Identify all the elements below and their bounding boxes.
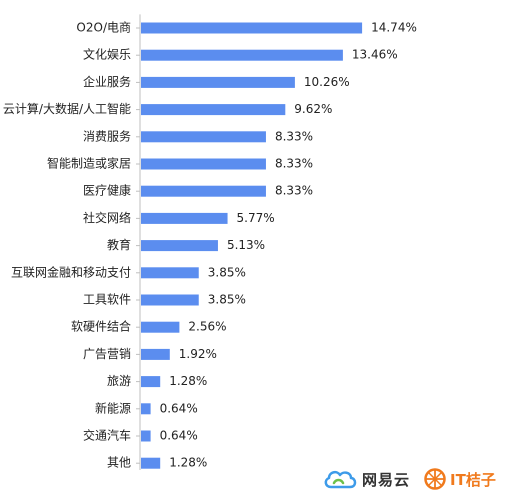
bar [141,76,295,88]
bar [141,49,343,61]
data-label: 2.56% [188,320,226,334]
category-label: 文化娱乐 [83,47,131,62]
bar [141,22,363,34]
category-label: 广告营销 [83,347,131,361]
netease-cloud-logo: 网易云 [322,468,410,490]
bar [141,430,151,442]
data-label: 0.64% [160,429,198,443]
category-label: 互联网金融和移动支付 [11,264,131,279]
data-label: 9.62% [294,102,332,116]
itjuzi-logo: IT桔子 [424,468,496,490]
orange-icon [424,468,446,490]
category-label: 其他 [107,456,131,470]
source-logos: 网易云 IT桔子 [322,468,496,490]
category-label: 工具软件 [83,293,131,307]
bar [141,321,180,333]
data-label: 1.28% [169,374,207,388]
data-label: 8.33% [275,157,313,171]
bar [141,294,199,306]
category-label: 软硬件结合 [71,319,131,334]
category-label: 医疗健康 [83,183,131,198]
data-label: 10.26% [304,75,350,89]
category-label: O2O/电商 [76,20,131,35]
data-label: 13.46% [352,48,398,62]
bars-layer: O2O/电商 14.74% 文化娱乐 13.46% 企业服务 10.26% 云计算/大数据/… [3,20,417,470]
bar [141,267,199,279]
bar [141,131,266,143]
category-label: 智能制造或家居 [47,156,131,171]
category-label: 云计算/大数据/人工智能 [3,101,131,116]
bar [141,104,286,116]
bar [141,376,161,388]
bar [141,240,218,252]
data-label: 1.92% [179,347,217,361]
data-label: 3.85% [208,293,246,307]
data-label: 5.13% [227,238,265,252]
cloud-icon [324,470,357,489]
data-label: 8.33% [275,184,313,198]
bar-chart: O2O/电商 14.74% 文化娱乐 13.46% 企业服务 10.26% 云计算/大数据/… [3,14,417,470]
data-label: 0.64% [160,401,198,415]
category-label: 企业服务 [83,74,131,89]
category-label: 旅游 [107,374,131,388]
data-label: 8.33% [275,129,313,143]
bar [141,403,151,415]
data-label: 1.28% [169,456,207,470]
category-label: 消费服务 [83,128,131,143]
data-label: 5.77% [237,211,275,225]
bar [141,185,266,197]
category-label: 交通汽车 [83,428,131,443]
bar [141,212,228,224]
bar [141,158,266,170]
bar [141,457,161,469]
data-label: 3.85% [208,265,246,279]
data-label: 14.74% [371,21,417,35]
bar [141,348,170,360]
category-label: 教育 [107,237,131,252]
netease-cloud-logo-text: 网易云 [362,470,411,489]
category-label: 新能源 [95,400,131,415]
category-label: 社交网络 [83,210,131,225]
itjuzi-logo-text: IT桔子 [450,470,496,489]
